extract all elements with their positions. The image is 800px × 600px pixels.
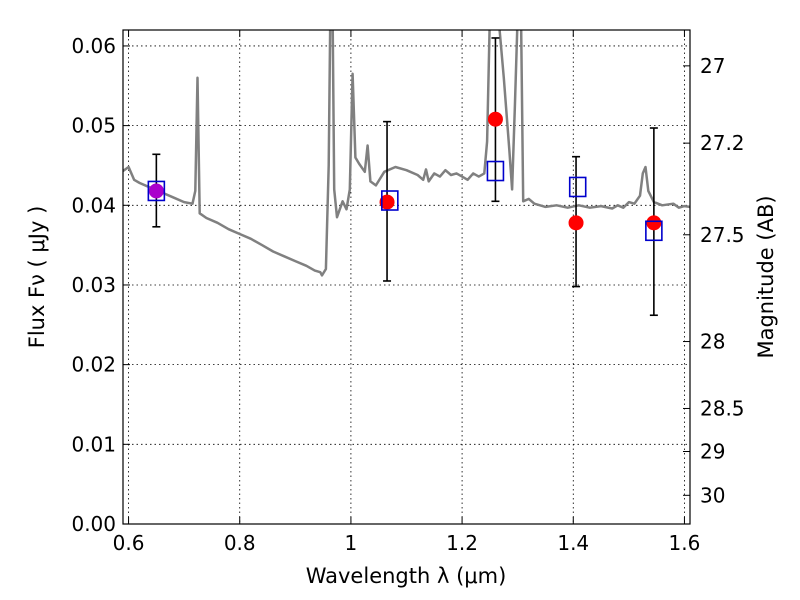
observed-point bbox=[568, 215, 584, 231]
model-band-square bbox=[568, 176, 587, 198]
y2-tick-label: 30 bbox=[700, 483, 725, 507]
y2-tick-label: 27 bbox=[700, 54, 725, 78]
y-tick-label: 0.06 bbox=[71, 34, 116, 58]
model-band-square bbox=[645, 220, 663, 242]
observed-point bbox=[487, 111, 503, 127]
observed-point bbox=[148, 183, 164, 199]
y2-tick-label: 29 bbox=[700, 439, 725, 463]
y-tick-label: 0.05 bbox=[71, 114, 116, 138]
model-band-square bbox=[147, 180, 166, 202]
model-spectrum-line bbox=[123, 30, 690, 277]
y-tick-label: 0.04 bbox=[71, 193, 116, 217]
x-tick-label: 1.4 bbox=[557, 531, 589, 555]
y-tick-label: 0.02 bbox=[71, 353, 116, 377]
plot-background bbox=[123, 30, 690, 524]
observed-point bbox=[646, 215, 662, 231]
x-tick-label: 1 bbox=[345, 531, 358, 555]
x-tick-label: 1.2 bbox=[446, 531, 478, 555]
y-axis-label: Flux Fν ( μJy ) bbox=[25, 206, 49, 349]
y2-tick-label: 27.5 bbox=[700, 223, 745, 247]
y2-axis-label: Magnitude (AB) bbox=[754, 195, 778, 358]
plot-frame bbox=[122, 29, 691, 525]
series-layer bbox=[123, 30, 690, 277]
points-layer bbox=[147, 37, 663, 317]
y2-tick-label: 28 bbox=[700, 330, 725, 354]
y-tick-label: 0.01 bbox=[71, 432, 116, 456]
y-tick-label: 0.00 bbox=[71, 512, 116, 536]
y-tick-label: 0.03 bbox=[71, 273, 116, 297]
y2-tick-label: 28.5 bbox=[700, 396, 745, 420]
model-band-square bbox=[486, 160, 505, 182]
observed-point bbox=[379, 194, 395, 210]
model-band-square bbox=[381, 190, 399, 211]
x-tick-label: 0.6 bbox=[113, 531, 145, 555]
x-tick-label: 0.8 bbox=[224, 531, 256, 555]
ticks-layer: 0.6 0.8 1 1.2 1.4 1.6 0.00 0.01 0.02 0.03 0.04 0.05… bbox=[71, 30, 745, 555]
y2-tick-label: 27.2 bbox=[700, 131, 745, 155]
x-axis-label: Wavelength λ (μm) bbox=[306, 564, 507, 588]
x-tick-label: 1.6 bbox=[669, 531, 701, 555]
